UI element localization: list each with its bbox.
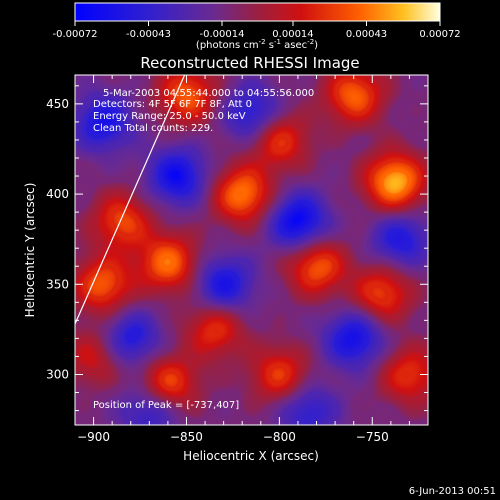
x-tick-label: −850 xyxy=(170,430,203,444)
annotation-energy: Energy Range: 25.0 - 50.0 keV xyxy=(93,111,246,122)
y-axis-ticks: 300 350 400 450 xyxy=(46,85,428,412)
footer-date: 6-Jun-2013 00:51 xyxy=(409,486,496,497)
colorbar-tick-label: 0.00072 xyxy=(419,29,460,40)
heatmap-image xyxy=(75,75,428,425)
x-tick-label: −900 xyxy=(77,430,110,444)
y-tick-label: 450 xyxy=(46,97,69,111)
annotation-peak: Position of Peak = [-737,407] xyxy=(93,400,239,411)
colorbar-tick-label: -0.00072 xyxy=(53,29,98,40)
y-tick-label: 300 xyxy=(46,367,69,381)
chart-title: Reconstructed RHESSI Image xyxy=(140,54,359,72)
colorbar-tick-label: -0.00043 xyxy=(126,29,171,40)
colorbar-tick-label: 0.00043 xyxy=(346,29,387,40)
solar-limb-line xyxy=(75,75,186,325)
y-tick-label: 350 xyxy=(46,277,69,291)
x-tick-label: −750 xyxy=(356,430,389,444)
colorbar-ticks: -0.00072 -0.00043 -0.00014 0.00014 0.00043 0.… xyxy=(53,21,461,40)
annotation-detectors: Detectors: 4F 5F 6F 7F 8F, Att 0 xyxy=(93,99,252,110)
x-axis-ticks: −900 −850 −800 −750 xyxy=(77,75,410,444)
annotation-clean: Clean Total counts: 229. xyxy=(93,123,213,134)
colorbar-unit-label: (photons cm-2 s-1 asec-2) xyxy=(196,38,318,51)
x-axis-label: Heliocentric X (arcsec) xyxy=(183,449,319,463)
colorbar-tick-label: -0.00014 xyxy=(200,29,245,40)
plot-frame xyxy=(74,74,429,426)
y-axis-label: Heliocentric Y (arcsec) xyxy=(23,183,37,318)
annotation-time-range: 5-Mar-2003 04:55:44.000 to 04:55:56.000 xyxy=(103,88,314,99)
colorbar-tick-label: 0.00014 xyxy=(272,29,313,40)
y-tick-label: 400 xyxy=(46,187,69,201)
x-tick-label: −800 xyxy=(263,430,296,444)
colorbar xyxy=(74,2,441,22)
